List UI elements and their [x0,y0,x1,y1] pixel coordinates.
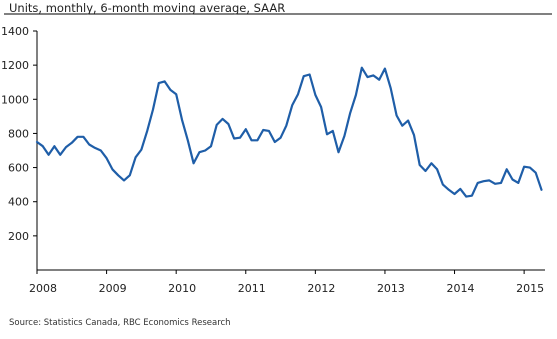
y-tick-label: 1400 [1,25,29,38]
y-tick-label: 600 [8,162,29,175]
x-tick-label: 2009 [99,282,127,295]
x-axis-ticks: 2008 2009 2010 2011 2012 2013 2014 2015 [29,270,544,295]
y-tick-label: 1000 [1,93,29,106]
x-tick-label: 2014 [447,282,475,295]
x-tick-label: 2013 [377,282,405,295]
chart-axes [4,13,552,271]
x-tick-label: 2010 [168,282,196,295]
y-axis-ticks: 200 400 600 800 1000 1200 1400 [1,25,37,243]
x-tick-label: 2008 [29,282,57,295]
chart-source-note: Source: Statistics Canada, RBC Economics… [9,318,231,328]
series-line [35,66,543,198]
y-tick-label: 400 [8,196,29,209]
y-tick-label: 200 [8,230,29,243]
x-tick-label: 2012 [307,282,335,295]
y-tick-label: 800 [8,127,29,140]
x-tick-label: 2015 [516,282,544,295]
x-tick-label: 2011 [238,282,266,295]
y-tick-label: 1200 [1,59,29,72]
chart-subtitle: Units, monthly, 6-month moving average, … [9,1,286,15]
